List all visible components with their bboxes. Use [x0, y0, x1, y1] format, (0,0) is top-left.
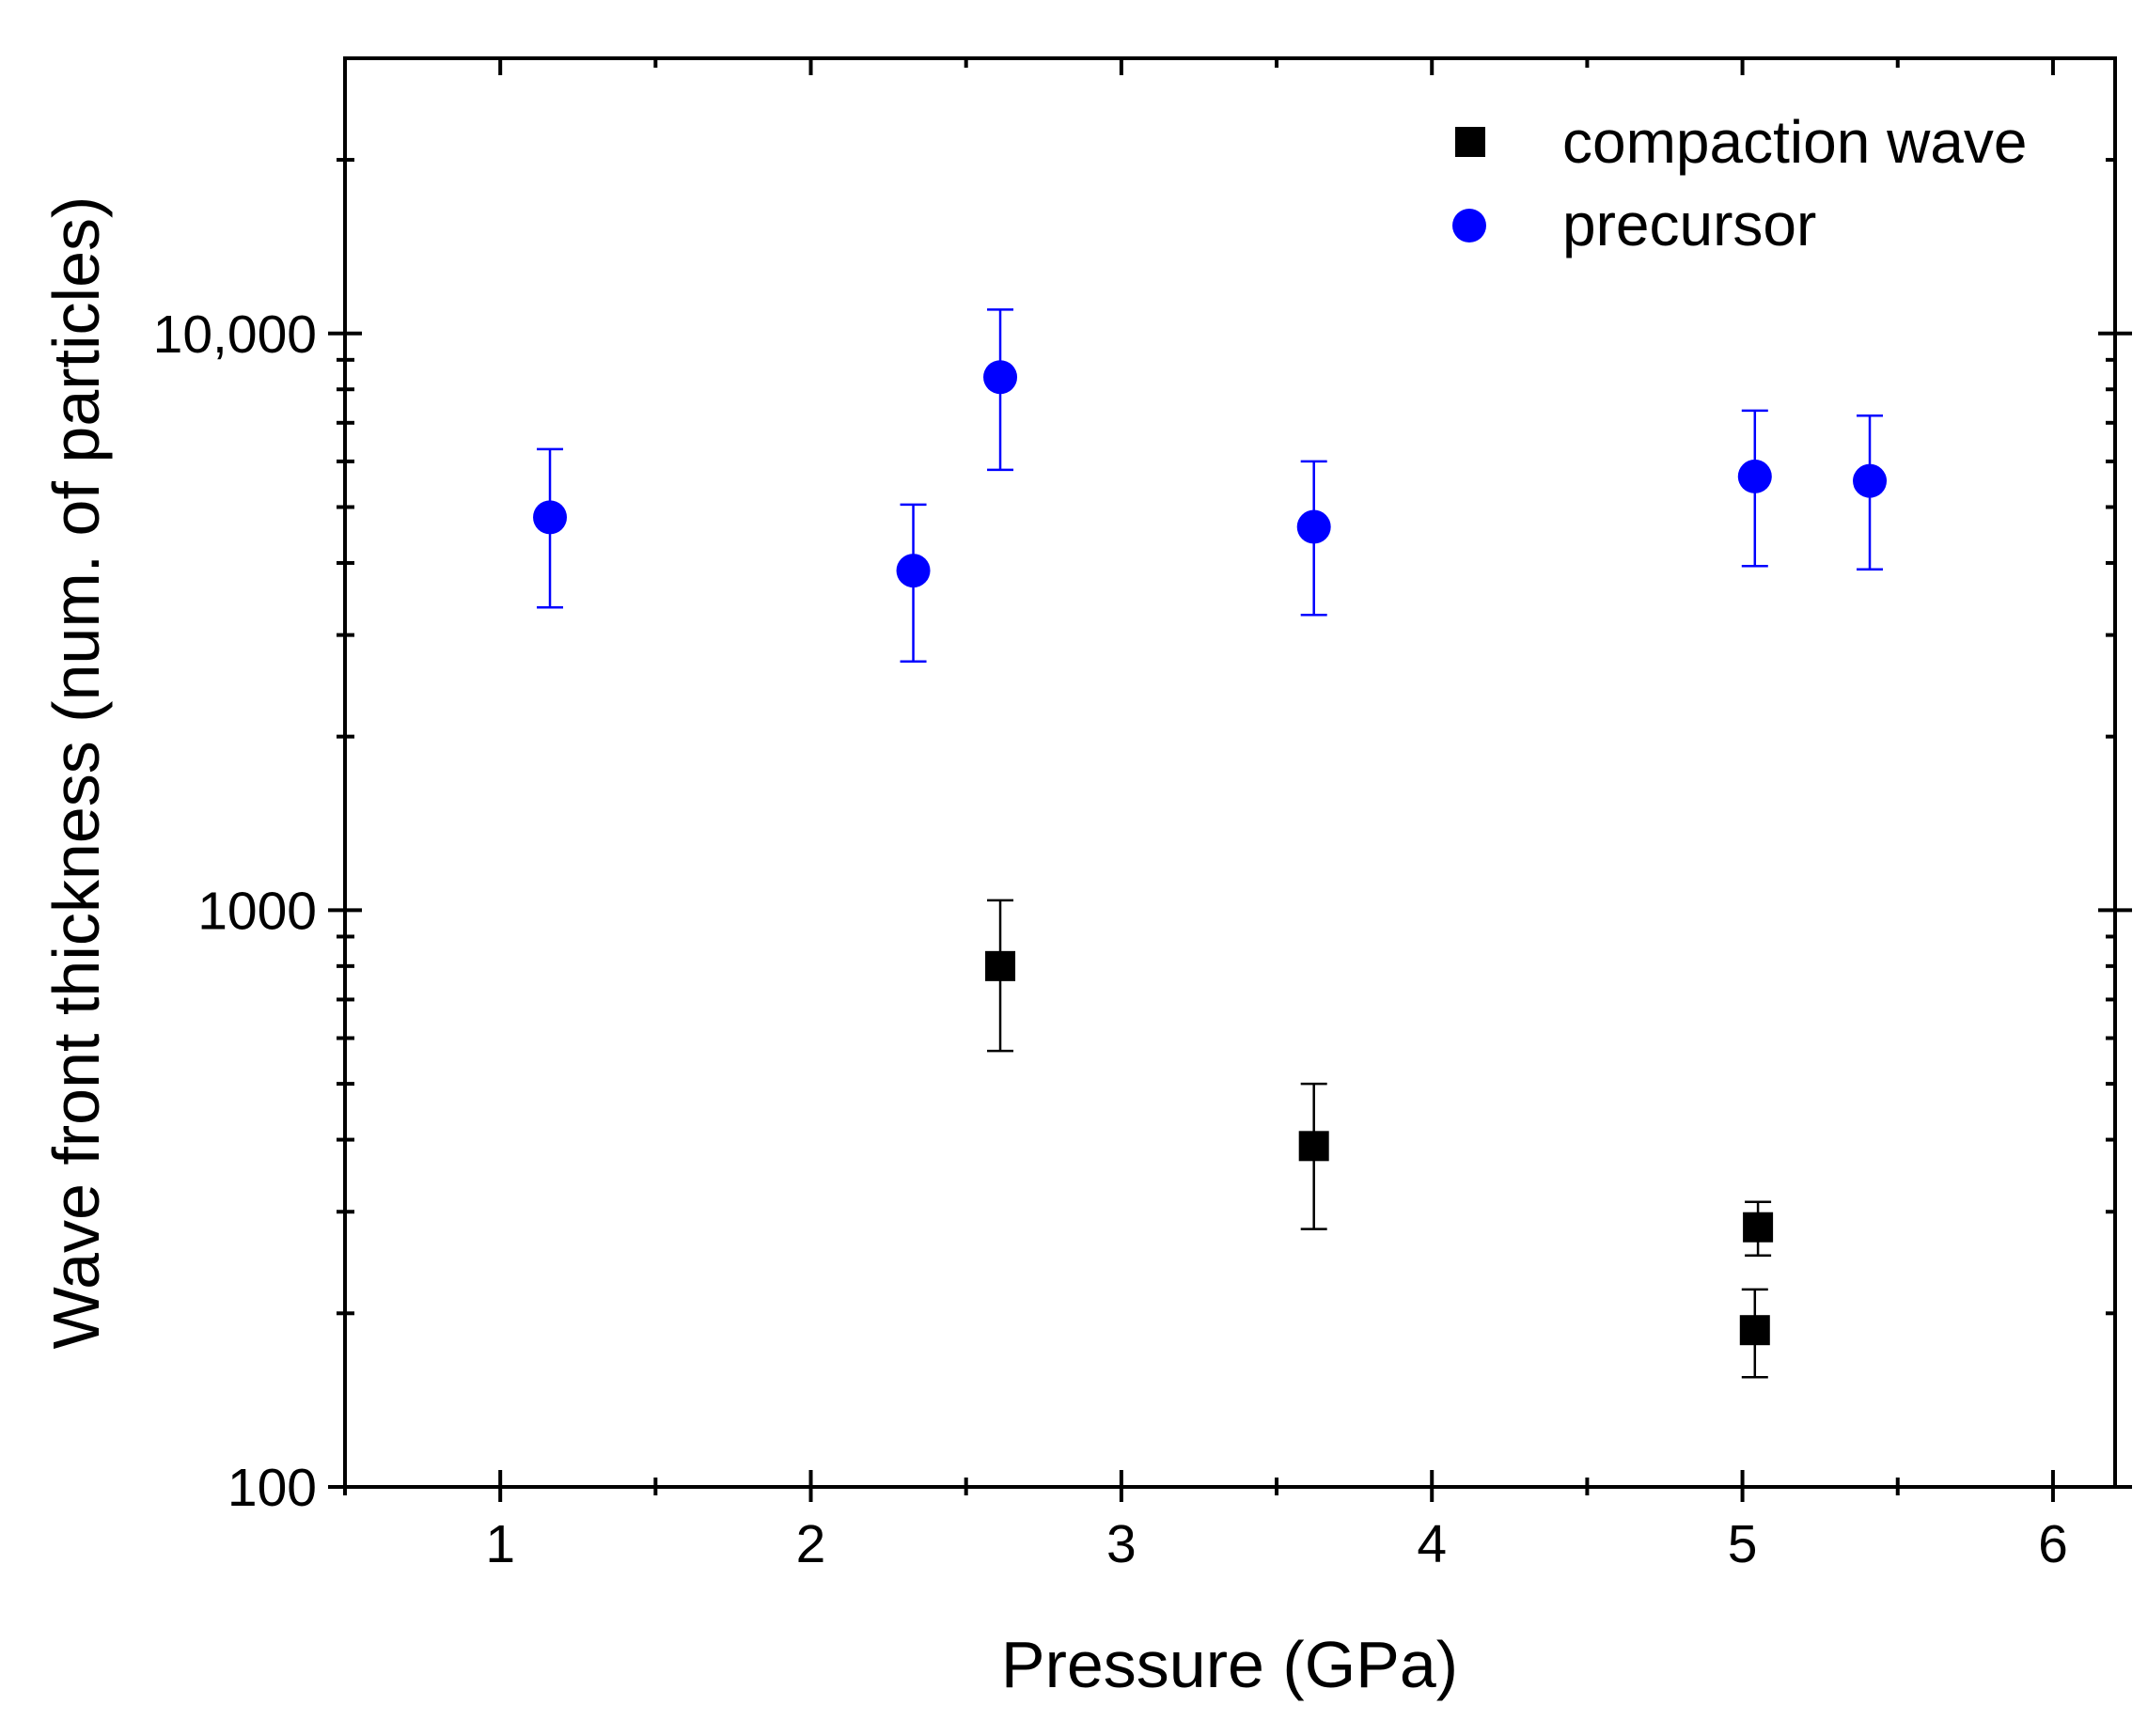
- data-point-precursor: [983, 360, 1018, 395]
- data-point-precursor: [1737, 459, 1772, 493]
- plot-frame: [343, 56, 2117, 1489]
- data-point-precursor: [1853, 463, 1888, 498]
- data-point-compaction-wave: [1298, 1131, 1329, 1162]
- x-tick-label: 5: [1728, 1514, 1758, 1574]
- data-point-precursor: [896, 554, 931, 588]
- x-tick-label: 1: [485, 1514, 515, 1574]
- legend: compaction wave precursor: [1452, 108, 2027, 258]
- x-axis-title: Pressure (GPa): [1001, 1628, 1458, 1701]
- y-tick-label: 100: [227, 1458, 317, 1518]
- legend-label-precursor: precursor: [1562, 191, 1816, 258]
- data-point-compaction-wave: [1743, 1212, 1774, 1243]
- data-marks: [533, 308, 1888, 1379]
- x-tick-label: 3: [1106, 1514, 1137, 1574]
- data-point-precursor: [1296, 509, 1331, 544]
- legend-marker-precursor: [1452, 209, 1486, 242]
- y-tick-label: 10,000: [153, 305, 317, 365]
- x-tick-label: 2: [796, 1514, 826, 1574]
- legend-label-compaction-wave: compaction wave: [1562, 108, 2027, 176]
- data-point-compaction-wave: [1739, 1315, 1770, 1346]
- data-point-compaction-wave: [985, 950, 1016, 981]
- y-axis-title: Wave front thickness (num. of particles): [39, 196, 113, 1350]
- data-point-precursor: [533, 500, 568, 535]
- y-tick-label: 1000: [197, 881, 317, 941]
- x-tick-label: 4: [1417, 1514, 1447, 1574]
- axis-ticks: 1 2 3 4 5 6 100 1000 10,000: [153, 58, 2132, 1574]
- x-tick-label: 6: [2038, 1514, 2068, 1574]
- legend-marker-compaction-wave: [1455, 127, 1485, 157]
- axes: [343, 56, 2117, 1489]
